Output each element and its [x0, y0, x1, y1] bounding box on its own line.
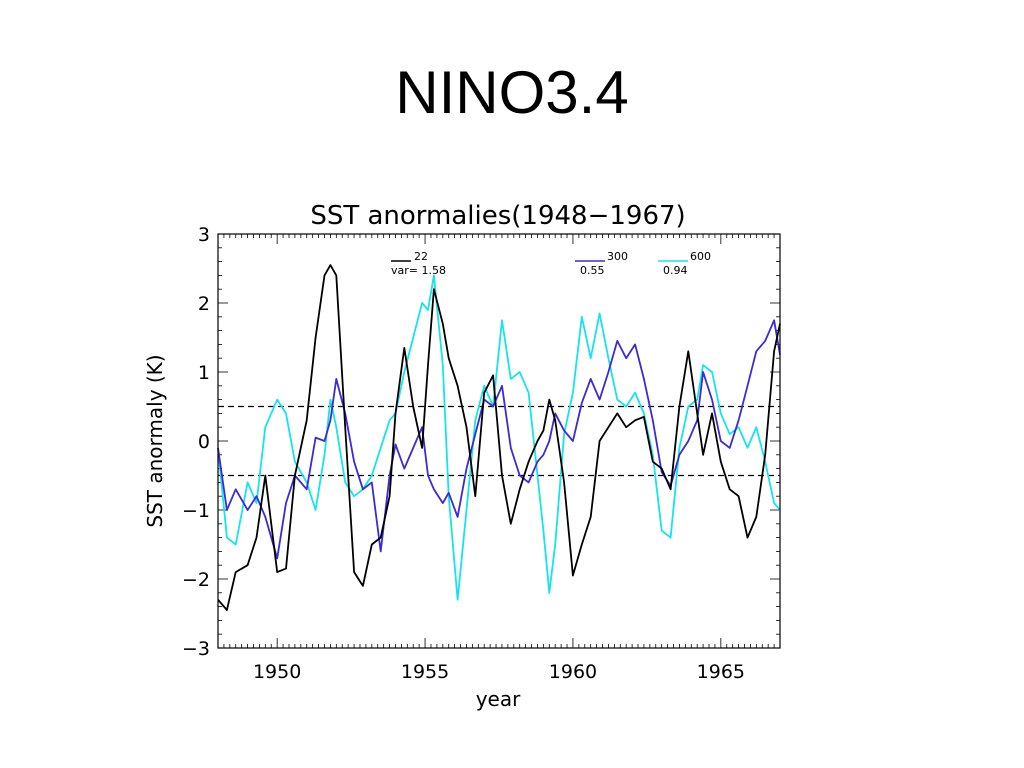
x-tick-label: 1950	[253, 661, 301, 683]
legend-label-22: 22	[414, 250, 428, 263]
reference-lines	[218, 405, 780, 477]
x-tick-label: 1960	[549, 661, 597, 683]
y-tick-label: 1	[198, 362, 210, 384]
y-tick-label: 3	[198, 224, 210, 246]
x-axis-label: year	[476, 687, 521, 711]
y-tick-labels: 3 2 1 0 −1 −2 −3	[182, 224, 210, 660]
legend-variance-300: 0.55	[580, 264, 605, 277]
plot-frame	[217, 233, 781, 649]
legend-label-300: 300	[607, 250, 628, 263]
x-tick-label: 1955	[401, 661, 449, 683]
series-lines	[217, 264, 781, 611]
y-axis-label: SST anormaly (K)	[143, 354, 167, 527]
legend-variance-22: var= 1.58	[391, 264, 446, 277]
slide-title: NINO3.4	[395, 59, 629, 126]
x-tick-label: 1965	[697, 661, 745, 683]
legend-label-600: 600	[690, 250, 711, 263]
y-tick-label: −3	[182, 638, 210, 660]
y-tick-label: −1	[182, 500, 210, 522]
y-tick-label: 0	[198, 431, 210, 453]
x-tick-labels: 1950 1955 1960 1965	[253, 661, 745, 683]
chart-title: SST anormalies(1948−1967)	[310, 201, 685, 231]
series-line-300	[217, 319, 781, 560]
y-tick-label: 2	[198, 293, 210, 315]
y-tick-label: −2	[182, 569, 210, 591]
series-line-600	[217, 274, 781, 601]
minor-ticks	[217, 233, 781, 649]
legend-variance-600: 0.94	[663, 264, 688, 277]
series-line-22	[217, 264, 781, 611]
